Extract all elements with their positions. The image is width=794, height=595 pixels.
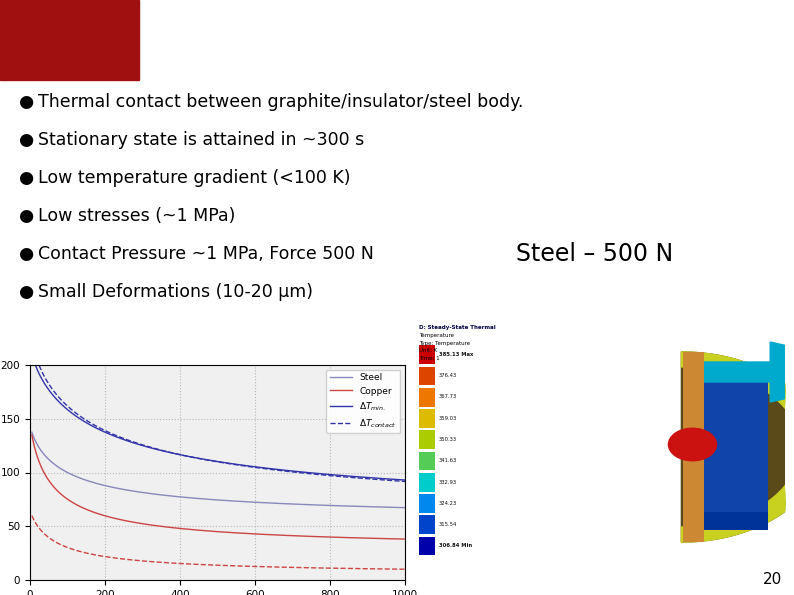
$\Delta T_{contact}$ xyxy=(191,455,201,462)
Text: Steel – 500 N: Steel – 500 N xyxy=(516,242,673,267)
Text: ●: ● xyxy=(18,207,33,226)
Bar xyxy=(418,537,435,555)
Copper xyxy=(27,431,37,439)
Text: 315.54: 315.54 xyxy=(439,522,457,527)
Text: Low temperature gradient (<100 K): Low temperature gradient (<100 K) xyxy=(38,170,350,187)
Text: Stationary State: Stationary State xyxy=(248,27,546,61)
Steel xyxy=(283,500,293,508)
Copper xyxy=(65,497,75,505)
Steel xyxy=(178,494,187,501)
Text: 20: 20 xyxy=(763,572,782,587)
Text: Small Deformations (10-20 μm): Small Deformations (10-20 μm) xyxy=(38,283,313,301)
Text: 376.43: 376.43 xyxy=(439,373,457,378)
Text: 385.13 Max: 385.13 Max xyxy=(439,352,473,357)
Bar xyxy=(418,367,435,385)
Text: 306.84 Min: 306.84 Min xyxy=(439,543,472,548)
FancyArrow shape xyxy=(703,342,794,402)
Text: 350.33: 350.33 xyxy=(439,437,457,442)
Bar xyxy=(0,0,139,80)
Bar xyxy=(702,365,769,530)
Line: Copper: Copper xyxy=(32,435,405,539)
Text: ●: ● xyxy=(18,245,33,264)
Line: Steel: Steel xyxy=(32,432,405,508)
Steel xyxy=(318,502,328,509)
Text: Time: 1: Time: 1 xyxy=(418,356,439,361)
Bar xyxy=(418,452,435,470)
Bar xyxy=(702,512,769,530)
Text: 341.63: 341.63 xyxy=(439,458,457,464)
Bar xyxy=(418,430,435,449)
Text: Thermal contact between graphite/insulator/steel body.: Thermal contact between graphite/insulat… xyxy=(38,93,523,111)
Bar xyxy=(418,473,435,491)
Steel xyxy=(191,495,201,502)
Bar xyxy=(418,494,435,513)
Bar xyxy=(418,409,435,428)
Text: D: Steady-State Thermal: D: Steady-State Thermal xyxy=(418,324,495,330)
Copper xyxy=(283,532,293,539)
Text: Stationary state is attained in ~300 s: Stationary state is attained in ~300 s xyxy=(38,131,364,149)
Steel xyxy=(65,470,75,477)
Text: ●: ● xyxy=(18,131,33,149)
Copper xyxy=(191,527,201,534)
$\Delta T_{contact}$ xyxy=(318,471,328,478)
Text: ●: ● xyxy=(18,283,33,301)
Text: 367.73: 367.73 xyxy=(439,394,457,399)
Bar xyxy=(684,352,703,542)
Text: ●: ● xyxy=(18,93,33,111)
Copper xyxy=(325,534,334,541)
Text: 324.23: 324.23 xyxy=(439,501,457,506)
Circle shape xyxy=(669,428,716,461)
Text: Unit: K: Unit: K xyxy=(418,348,437,353)
Text: 332.93: 332.93 xyxy=(439,480,457,484)
Legend: Steel, Copper, $\Delta T_{min.}$, $\Delta T_{contact}$: Steel, Copper, $\Delta T_{min.}$, $\Delt… xyxy=(326,369,400,433)
Line: $\Delta T_{min.}$: $\Delta T_{min.}$ xyxy=(32,365,405,480)
Copper xyxy=(178,525,187,533)
$\Delta T_{min.}$ xyxy=(65,408,75,415)
$\Delta T_{contact}$ xyxy=(283,468,293,475)
Bar xyxy=(418,515,435,534)
Bar xyxy=(418,388,435,406)
$\Delta T_{contact}$ xyxy=(65,405,75,412)
Polygon shape xyxy=(681,352,794,542)
Polygon shape xyxy=(681,352,794,542)
Steel xyxy=(325,502,334,509)
Copper xyxy=(400,536,410,543)
Bar xyxy=(418,345,435,364)
$\Delta T_{min.}$ xyxy=(191,455,201,462)
Copper xyxy=(318,533,328,540)
Line: $\Delta T_{contact}$: $\Delta T_{contact}$ xyxy=(32,365,405,481)
$\Delta T_{min.}$ xyxy=(325,471,334,478)
$\Delta T_{contact}$ xyxy=(325,472,334,479)
Text: Contact Pressure ~1 MPa, Force 500 N: Contact Pressure ~1 MPa, Force 500 N xyxy=(38,245,374,264)
Steel xyxy=(400,504,410,511)
$\Delta T_{contact}$ xyxy=(400,478,410,485)
Text: Temperature: Temperature xyxy=(418,333,453,338)
Text: Type: Temperature: Type: Temperature xyxy=(418,341,470,346)
Text: Low stresses (~1 MPa): Low stresses (~1 MPa) xyxy=(38,207,235,226)
$\Delta T_{min.}$ xyxy=(27,361,37,368)
$\Delta T_{contact}$ xyxy=(178,452,187,459)
$\Delta T_{min.}$ xyxy=(283,467,293,474)
$\Delta T_{contact}$ xyxy=(27,361,37,368)
$\Delta T_{min.}$ xyxy=(318,471,328,478)
Text: 359.03: 359.03 xyxy=(439,416,457,421)
$\Delta T_{min.}$ xyxy=(178,452,187,459)
Text: ●: ● xyxy=(18,170,33,187)
$\Delta T_{min.}$ xyxy=(400,477,410,484)
Steel xyxy=(27,428,37,436)
